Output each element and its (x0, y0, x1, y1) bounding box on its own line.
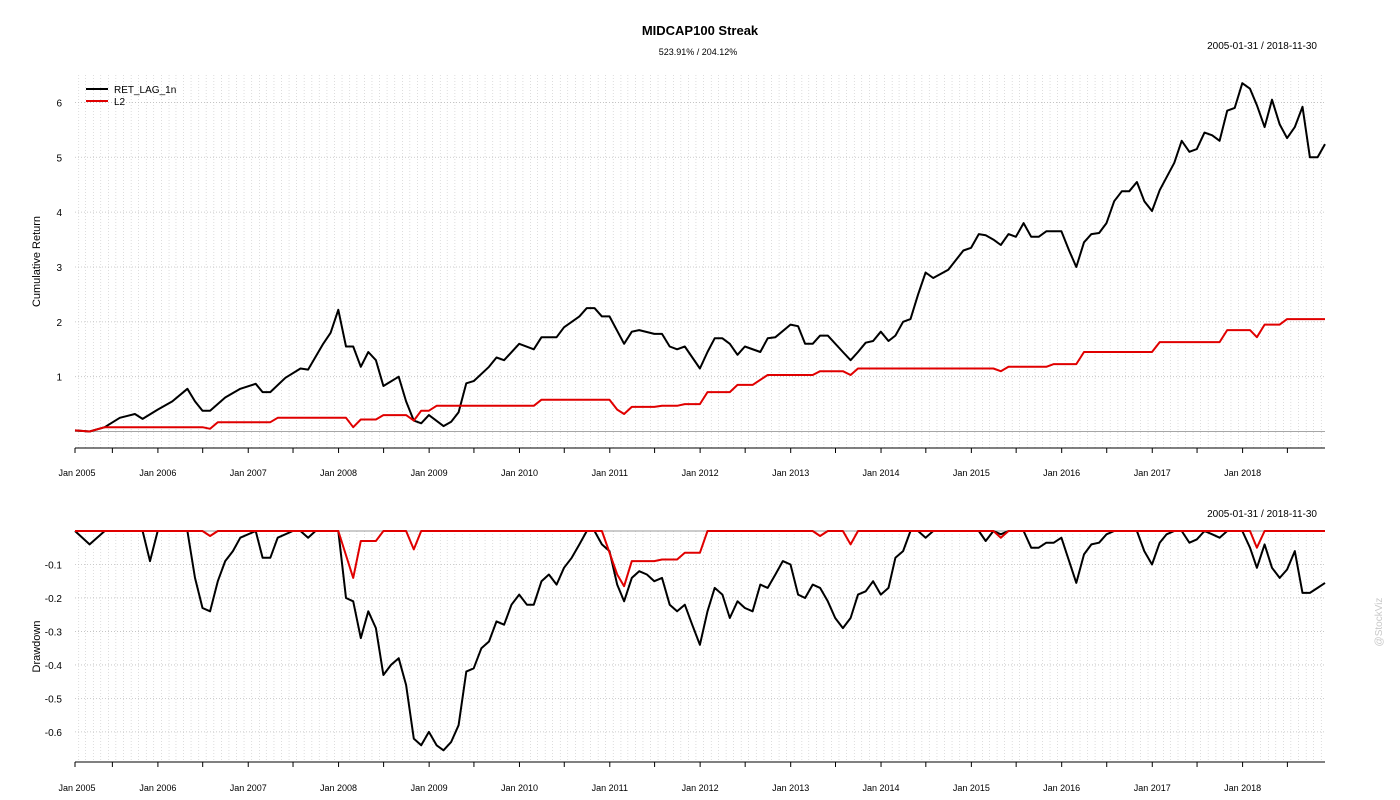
series-line-ret-lag-1n (74, 82, 1326, 433)
y-tick-label: 3 (56, 263, 62, 274)
y-tick-label: -0.3 (45, 627, 63, 638)
x-tick-label: Jan 2009 (411, 468, 448, 478)
bottom-date-range: 2005-01-31 / 2018-11-30 (1207, 509, 1317, 520)
top-date-range: 2005-01-31 / 2018-11-30 (1207, 41, 1317, 52)
x-tick-label: Jan 2016 (1043, 783, 1080, 793)
x-tick-label: Jan 2010 (501, 468, 538, 478)
y-axis-label: Cumulative Return (31, 216, 43, 307)
series-line-l2 (74, 318, 1325, 433)
x-tick-label: Jan 2006 (139, 468, 176, 478)
chart-title: MIDCAP100 Streak (642, 23, 759, 38)
x-tick-label: Jan 2008 (320, 783, 357, 793)
x-tick-label: Jan 2011 (592, 783, 628, 793)
x-tick-label: Jan 2005 (58, 468, 95, 478)
watermark: @StockViz (1374, 598, 1385, 647)
x-tick-label: Jan 2014 (863, 468, 900, 478)
x-tick-label: Jan 2018 (1224, 783, 1261, 793)
x-tick-label: Jan 2009 (411, 783, 448, 793)
x-tick-label: Jan 2008 (320, 468, 357, 478)
series-line-ret-lag-1n (74, 530, 1326, 752)
x-tick-label: Jan 2005 (58, 783, 95, 793)
x-tick-label: Jan 2016 (1043, 468, 1080, 478)
drawdown-panel: -0.1 -0.2 -0.3 -0.4 -0.5 -0.6 Drawdown Jan 2005… (31, 530, 1326, 793)
y-tick-label: 1 (56, 373, 62, 384)
x-tick-label: Jan 2017 (1134, 468, 1171, 478)
x-tick-label: Jan 2007 (230, 783, 267, 793)
x-tick-label: Jan 2013 (772, 468, 809, 478)
x-tick-label: Jan 2006 (139, 783, 176, 793)
y-axis-label: Drawdown (31, 621, 43, 673)
y-tick-label: 5 (56, 153, 62, 164)
y-tick-label: 4 (56, 208, 62, 219)
horizontal-grid (75, 564, 1325, 733)
x-tick-label: Jan 2012 (682, 783, 719, 793)
legend-label: L2 (114, 97, 126, 108)
x-tick-label: Jan 2013 (772, 783, 809, 793)
y-tick-label: 6 (56, 98, 62, 109)
vertical-grid (78, 531, 1322, 762)
chart-subtitle: 523.91% / 204.12% (659, 47, 738, 57)
legend-label: RET_LAG_1n (114, 85, 176, 96)
x-tick-label: Jan 2011 (592, 468, 628, 478)
y-tick-label: -0.4 (45, 661, 63, 672)
x-tick-label: Jan 2014 (863, 783, 900, 793)
x-tick-label: Jan 2015 (953, 783, 990, 793)
vertical-grid (78, 75, 1322, 448)
x-tick-label: Jan 2015 (953, 468, 990, 478)
x-tick-label: Jan 2018 (1224, 468, 1261, 478)
x-tick-label: Jan 2010 (501, 783, 538, 793)
x-tick-label: Jan 2012 (682, 468, 719, 478)
y-tick-label: -0.2 (45, 594, 63, 605)
y-tick-label: 2 (56, 318, 62, 329)
cumulative-return-panel: 1 2 3 4 5 6 Cumulative Return Jan 2005 Jan 2006 J… (31, 75, 1326, 478)
y-tick-label: -0.1 (45, 560, 63, 571)
y-tick-label: -0.6 (45, 728, 63, 739)
y-tick-label: -0.5 (45, 694, 63, 705)
x-tick-label: Jan 2017 (1134, 783, 1171, 793)
horizontal-grid (75, 102, 1325, 378)
x-tick-label: Jan 2007 (230, 468, 267, 478)
series-line-l2 (75, 530, 1325, 588)
